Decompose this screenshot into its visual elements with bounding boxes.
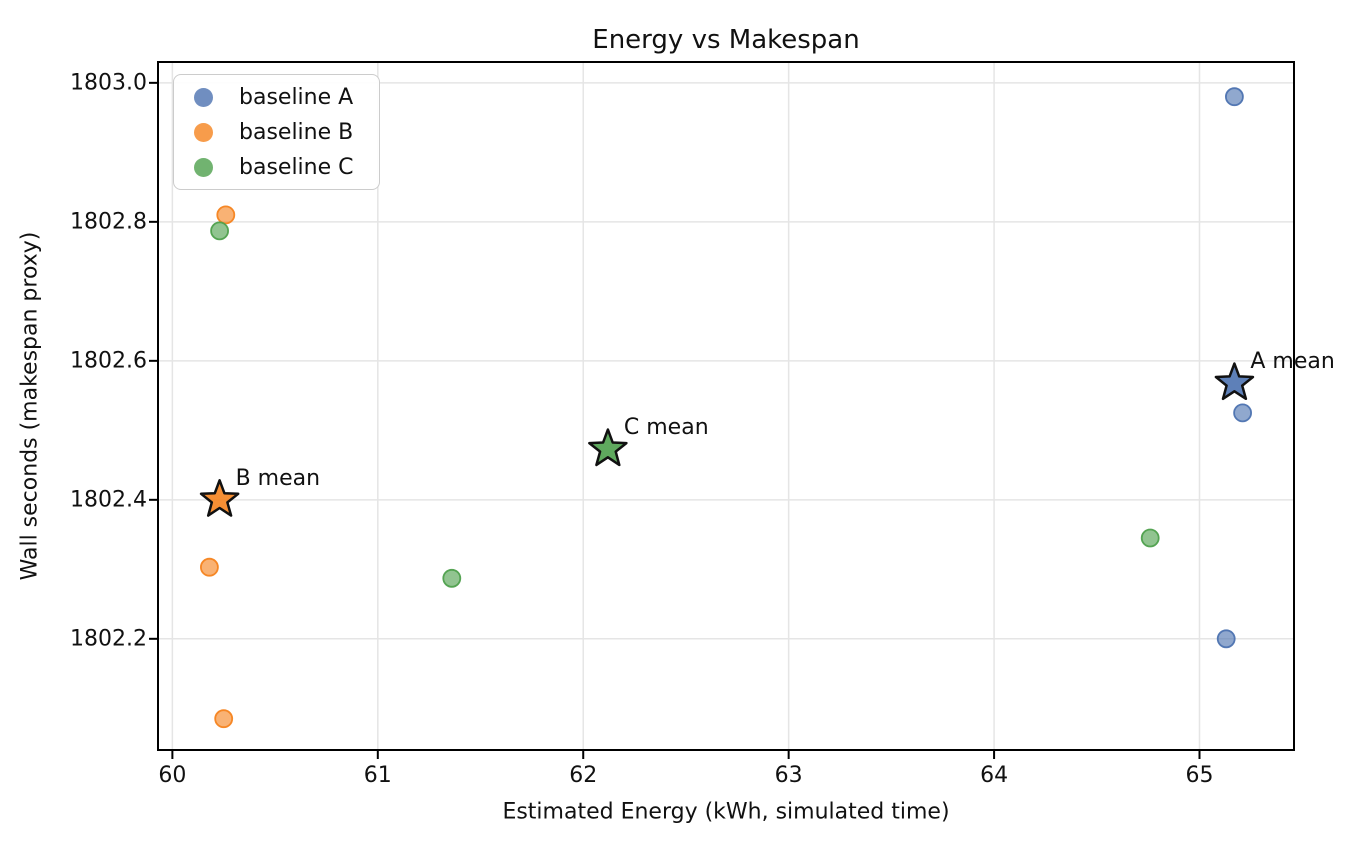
legend-item-baseline-a: baseline A (174, 80, 379, 114)
legend-label-baseline-b: baseline B (239, 119, 354, 145)
x-tick-label: 60 (158, 763, 187, 788)
data-point-baseline-b (199, 557, 219, 577)
legend-item-baseline-c: baseline C (174, 150, 379, 184)
legend-item-baseline-b: baseline B (174, 115, 379, 149)
y-tick-label: 1802.6 (70, 348, 147, 374)
data-point-baseline-a (1225, 87, 1244, 107)
x-tick-label: 64 (980, 763, 1009, 788)
legend-box: baseline A baseline B baseline C (173, 74, 380, 190)
x-tick-label: 63 (774, 763, 803, 788)
data-point-baseline-c (442, 568, 462, 588)
data-point-baseline-b (216, 205, 236, 225)
legend-marker-baseline-a (194, 87, 213, 107)
legend-label-baseline-a: baseline A (239, 84, 354, 110)
x-tick-label: 61 (363, 763, 392, 788)
plot-frame (157, 61, 1295, 751)
data-point-baseline-a (1233, 403, 1252, 423)
y-tick-label: 1802.4 (70, 487, 147, 513)
y-tick-label: 1802.2 (70, 626, 147, 652)
y-tick-label: 1802.8 (70, 209, 147, 235)
x-tick-label: 62 (569, 763, 598, 788)
annotation-c-mean: C mean (624, 415, 709, 440)
y-axis-label: Wall seconds (makespan proxy) (17, 231, 43, 581)
chart-title: Energy vs Makespan (592, 25, 860, 55)
data-point-baseline-c (1140, 528, 1160, 548)
legend-marker-baseline-c (194, 157, 213, 177)
annotation-a-mean: A mean (1250, 349, 1334, 374)
data-point-baseline-a (1216, 629, 1236, 649)
legend-label-baseline-c: baseline C (239, 154, 354, 180)
x-axis-label: Estimated Energy (kWh, simulated time) (502, 799, 950, 825)
mean-star-b-mean (199, 479, 240, 517)
legend-marker-baseline-b (194, 122, 213, 142)
mean-star-c-mean (588, 428, 628, 467)
data-point-baseline-c (210, 221, 230, 241)
y-tick-label: 1803.0 (70, 70, 147, 96)
data-point-baseline-b (214, 709, 234, 729)
x-tick-label: 65 (1185, 763, 1214, 788)
annotation-b-mean: B mean (236, 466, 320, 491)
mean-star-a-mean (1214, 362, 1255, 401)
